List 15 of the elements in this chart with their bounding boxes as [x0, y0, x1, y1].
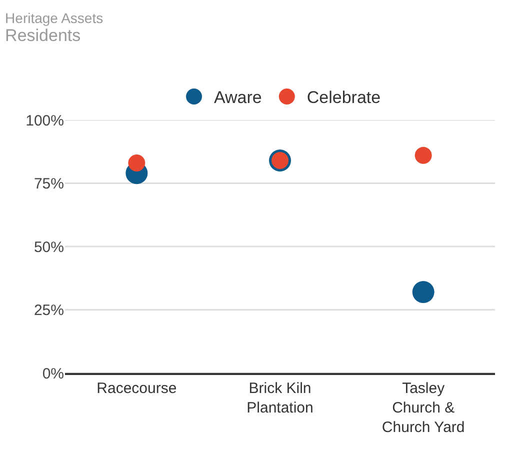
legend-label: Celebrate: [306, 88, 381, 108]
y-tick-label: 25%: [34, 302, 64, 319]
x-tick-label: Tasley Church & Church Yard: [382, 380, 465, 436]
y-tick-label: 50%: [34, 238, 64, 256]
y-tick-label: 100%: [26, 112, 64, 130]
point: [414, 146, 432, 164]
legend-label: Aware: [214, 88, 262, 108]
point: [128, 154, 146, 172]
y-tick-label: 75%: [34, 176, 64, 192]
chart-subtitle: Residents: [5, 26, 81, 46]
point: [412, 281, 434, 304]
y-tick-label: 0%: [42, 365, 64, 382]
chart-title: Heritage Assets: [5, 10, 104, 26]
x-tick-label: Racecourse: [96, 380, 177, 397]
x-tick-label: Brick Kiln Plantation: [246, 380, 314, 416]
